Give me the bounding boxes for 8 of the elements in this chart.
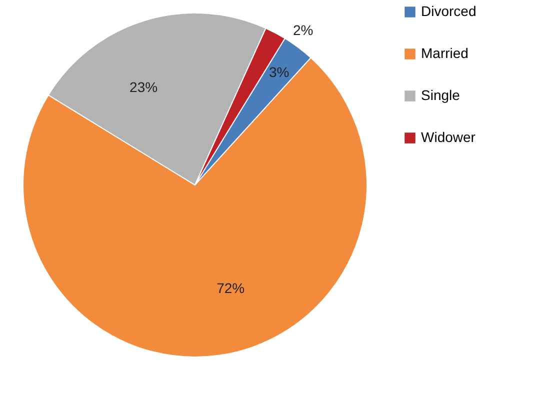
data-label: 23%: [130, 78, 158, 95]
legend-label: Married: [421, 45, 468, 61]
legend-label: Widower: [421, 129, 476, 145]
data-label: 72%: [216, 280, 245, 296]
data-label: 2%: [293, 22, 314, 38]
data-label: 3%: [268, 64, 290, 80]
legend-label: Single: [421, 87, 460, 103]
legend-label: Divorced: [421, 3, 476, 19]
